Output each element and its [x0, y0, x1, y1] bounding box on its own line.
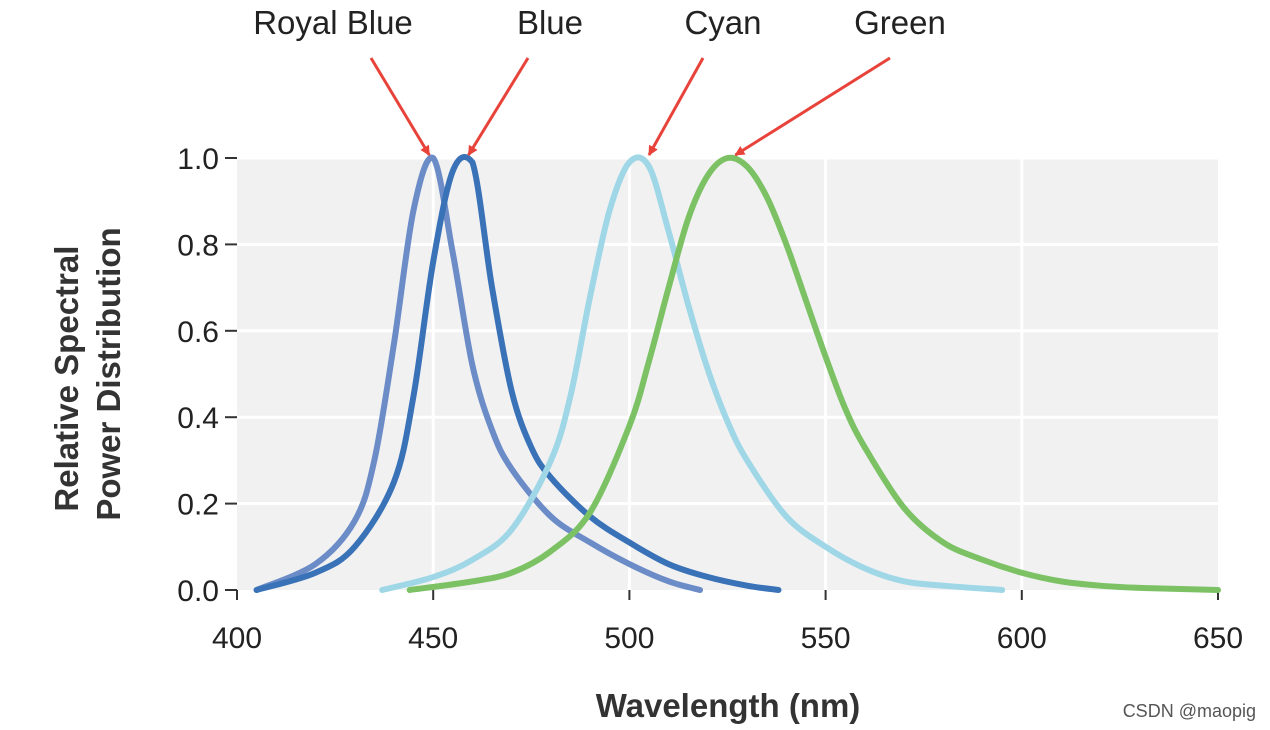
series-lines [253, 154, 1221, 593]
x-tick-label-600: 600 [997, 622, 1047, 655]
x-tick-label-500: 500 [604, 622, 654, 655]
callouts: Royal Blue Blue Cyan Green [253, 4, 946, 157]
y-tick-label-0.4: 0.4 [177, 402, 219, 435]
x-tick-label-450: 450 [408, 622, 458, 655]
y-axis-title-line-2: Power Distribution [90, 227, 127, 520]
series-line-green [406, 154, 1221, 593]
y-axis-title-line-1: Relative Spectral [48, 246, 85, 512]
axes: 400 450 500 550 600 650 0.0 0.2 0.4 0.6 0.8 1.0 [177, 143, 1243, 655]
x-tick-label-400: 400 [212, 622, 262, 655]
y-axis-title: Relative Spectral Power Distribution [48, 227, 127, 520]
callout-label-royal-blue: Royal Blue [253, 4, 413, 41]
callout-label-green: Green [854, 4, 946, 41]
series-line-cyan [379, 154, 1006, 593]
callout-arrow-blue [467, 57, 530, 156]
callout-arrow-royal-blue [369, 57, 431, 156]
callout-arrow-cyan [647, 57, 705, 156]
y-tick-label-0.8: 0.8 [177, 229, 219, 262]
x-tick-label-550: 550 [801, 622, 851, 655]
y-tick-label-0.0: 0.0 [177, 575, 219, 608]
callout-label-cyan: Cyan [684, 4, 761, 41]
x-axis-title: Wavelength (nm) [596, 687, 861, 724]
x-tick-label-650: 650 [1193, 622, 1243, 655]
y-tick-label-1.0: 1.0 [177, 143, 219, 176]
watermark: CSDN @maopig [1123, 701, 1256, 721]
callout-label-blue: Blue [517, 4, 583, 41]
y-tick-label-0.2: 0.2 [177, 489, 219, 522]
callout-arrow-green [734, 56, 891, 157]
series-line-blue [253, 154, 782, 593]
y-tick-label-0.6: 0.6 [177, 316, 219, 349]
series-line-royal-blue [253, 154, 704, 593]
plot-background [237, 158, 1218, 590]
